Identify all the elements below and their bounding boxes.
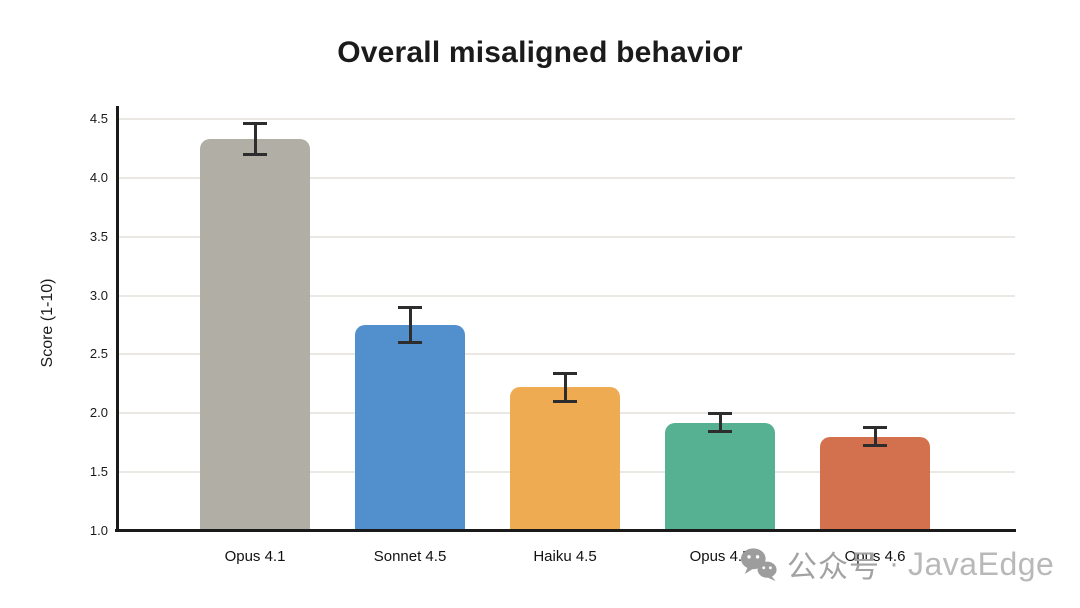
gridline xyxy=(118,235,1015,238)
error-bar xyxy=(873,427,877,447)
error-bar-cap-bottom xyxy=(553,399,577,403)
error-bar-cap-bottom xyxy=(243,153,267,157)
bar-haiku-4-5 xyxy=(510,387,620,531)
y-tick-label: 1.5 xyxy=(89,464,108,480)
bar-opus-4-1 xyxy=(200,139,310,531)
y-tick-label: 4.5 xyxy=(89,111,108,126)
error-bar-cap-top xyxy=(243,121,267,125)
y-tick-label: 2.5 xyxy=(89,346,108,362)
y-tick-label: 3.0 xyxy=(89,287,108,303)
gridline xyxy=(118,176,1015,179)
bar-sonnet-4-5 xyxy=(355,325,465,531)
error-bar-cap-top xyxy=(398,306,422,310)
watermark-brand-name: JavaEdge xyxy=(908,545,1055,582)
y-tick-label: 2.0 xyxy=(89,405,108,421)
x-tick-label: Opus 4.6 xyxy=(844,548,906,565)
bar-opus-4-5 xyxy=(665,422,775,531)
error-bar-cap-bottom xyxy=(863,444,887,448)
y-axis-title: Score (1-10) xyxy=(39,278,56,368)
error-bar-cap-top xyxy=(863,426,887,430)
y-axis-line xyxy=(116,106,119,532)
watermark: 公众号 · JavaEdge xyxy=(740,542,1054,586)
error-bar-cap-bottom xyxy=(708,430,732,434)
error-bar-cap-top xyxy=(708,412,732,416)
error-bar xyxy=(253,122,257,156)
x-tick-label: Sonnet 4.5 xyxy=(373,548,447,565)
x-tick-label: Haiku 4.5 xyxy=(533,548,597,565)
x-tick-label: Opus 4.5 xyxy=(689,548,751,565)
wechat-icon xyxy=(740,548,777,582)
gridline xyxy=(118,294,1015,297)
x-axis-line xyxy=(115,529,1016,532)
y-tick-label: 4.0 xyxy=(89,169,108,185)
gridline xyxy=(118,353,1015,356)
gridline xyxy=(118,118,1015,120)
error-bar-cap-bottom xyxy=(398,340,422,344)
error-bar xyxy=(718,413,722,433)
error-bar-cap-top xyxy=(553,372,577,376)
x-tick-label: Opus 4.1 xyxy=(224,548,286,565)
watermark-account-label: 公众号 xyxy=(787,551,880,584)
y-tick-label: 1.0 xyxy=(89,523,108,538)
error-bar xyxy=(408,307,412,343)
chart-title: Overall misaligned behavior xyxy=(337,36,743,69)
watermark-separator: · xyxy=(889,547,899,580)
bar-opus-4-6 xyxy=(820,436,930,531)
y-tick-label: 3.5 xyxy=(89,228,108,244)
error-bar xyxy=(563,373,567,402)
